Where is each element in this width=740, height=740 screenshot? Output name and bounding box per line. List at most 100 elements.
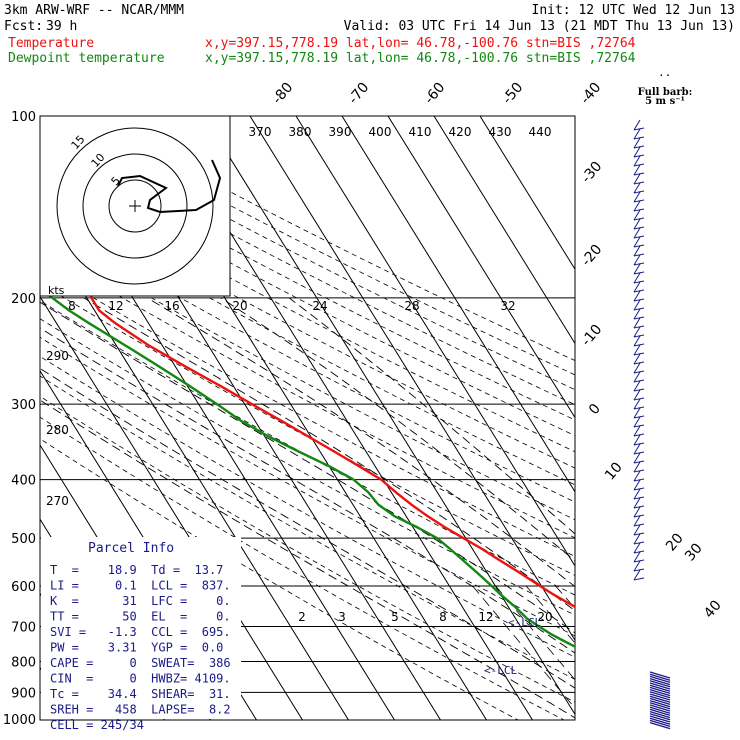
wind-barb: [633, 569, 641, 581]
parcel-info-row: CELL = 245/34: [50, 718, 144, 732]
full-barb-unit: 5 m s⁻¹: [645, 96, 685, 107]
isotherm-label: -60: [421, 80, 448, 108]
wind-barb: [649, 713, 671, 721]
theta-label: 430: [489, 125, 512, 139]
mixing-ratio-label: 20: [537, 610, 552, 624]
isotherm-label: -40: [577, 80, 604, 108]
wind-barb: [649, 691, 671, 699]
wind-barb: [633, 379, 645, 383]
wind-barb: [633, 299, 641, 311]
hodograph-ring: [56, 127, 214, 285]
pressure-tick-label: 600: [11, 580, 36, 595]
wind-barb: [633, 263, 641, 275]
wind-barb: [633, 388, 645, 392]
wind-barb: [649, 710, 671, 719]
wind-barb: [633, 514, 645, 518]
wind-barb: [633, 551, 641, 563]
wind-barb: [633, 127, 645, 131]
parcel-info-row: TT = 50 EL = 0.: [50, 610, 231, 624]
theta-label: 380: [289, 125, 312, 139]
wind-barb: [649, 717, 671, 725]
wind-barb: [633, 398, 641, 410]
wind-barb: [633, 406, 645, 410]
wind-barb: [633, 497, 641, 509]
wind-barb: [633, 145, 645, 149]
wind-barb: [633, 479, 641, 491]
dry-adiabat-line: [40, 416, 565, 720]
wind-barb: [633, 272, 641, 284]
theta-label: 440: [529, 125, 552, 139]
wind-barb: [633, 244, 645, 248]
pressure-tick-label: 200: [11, 292, 36, 307]
wind-barb: [649, 677, 671, 686]
wind-barb: [633, 415, 645, 419]
dry-adiabat-line: [40, 318, 575, 616]
hodograph-axis-label: 28: [404, 299, 419, 313]
wind-barb: [633, 262, 645, 266]
chart-header: 3km ARW-WRF -- NCAR/MMM Init: 12 UTC Wed…: [4, 3, 735, 107]
dry-adiabat-line: [40, 282, 575, 576]
hodograph-trace: [117, 159, 222, 214]
mixing-ratio-label: 5: [391, 610, 399, 624]
isotherm-label: -30: [578, 159, 605, 187]
wind-barb: [633, 353, 641, 365]
moist-adiabat-line: [288, 297, 575, 535]
wind-barb: [633, 352, 645, 356]
wind-barb: [633, 407, 641, 419]
wind-barb: [649, 697, 671, 706]
wind-barb: [633, 515, 641, 527]
parcel-info-row: SVI = -1.3 CCL = 695.: [50, 625, 231, 639]
wind-barb: [633, 532, 645, 536]
dry-adiabat-line: [40, 265, 575, 557]
wind-barb: [633, 506, 641, 518]
wind-barb: [633, 434, 641, 446]
wind-barb: [633, 298, 645, 302]
wind-barb: [633, 460, 645, 464]
wind-barb: [633, 425, 641, 437]
wind-barb: [633, 289, 645, 293]
wind-barb: [649, 688, 671, 697]
wind-barb: [633, 209, 641, 221]
pressure-tick-label: 300: [11, 398, 36, 413]
wind-barb: [649, 704, 671, 712]
wind-barb: [633, 154, 645, 158]
wind-barb: [633, 190, 645, 194]
wind-barb: [649, 686, 671, 695]
parcel-info-row: PW = 3.31 YGP = 0.0: [50, 641, 223, 655]
lcl-marker: <-LCL: [508, 616, 541, 629]
temperature-legend-info: x,y=397.15,778.19 lat,lon= 46.78,-100.76…: [205, 36, 636, 51]
wind-barb: [633, 524, 641, 536]
wind-barb: [649, 719, 671, 728]
pressure-tick-label: 800: [11, 655, 36, 670]
isotherm-line: [387, 116, 575, 419]
plot-area: [40, 116, 575, 720]
wind-barb: [633, 226, 645, 230]
wind-barb: [633, 136, 645, 140]
theta-label: 400: [369, 125, 392, 139]
wind-barb: [649, 673, 671, 681]
forecast-label: Fcst:: [4, 19, 43, 34]
theta-label: 270: [46, 494, 69, 508]
wind-barb: [633, 344, 641, 356]
wind-barb: [633, 542, 641, 554]
init-time: Init: 12 UTC Wed 12 Jun 13: [532, 3, 736, 18]
wind-barb: [633, 128, 641, 140]
dry-adiabat-line: [40, 186, 575, 469]
moist-adiabat-line: [220, 297, 575, 562]
isotherm-label: 0: [586, 401, 604, 418]
wind-barb: [633, 334, 645, 338]
wind-barb: [633, 280, 645, 284]
wind-barb: [633, 487, 645, 491]
wind-barb: [633, 470, 641, 482]
wind-barb: [633, 146, 641, 158]
wind-barb: [633, 316, 645, 320]
wind-barb: [633, 235, 645, 239]
wind-barb: [633, 361, 645, 365]
wind-barb: [633, 191, 641, 203]
pressure-tick-label: 100: [11, 110, 36, 125]
wind-barb: [633, 416, 641, 428]
theta-label: 390: [329, 125, 352, 139]
wind-barb: [633, 137, 641, 149]
